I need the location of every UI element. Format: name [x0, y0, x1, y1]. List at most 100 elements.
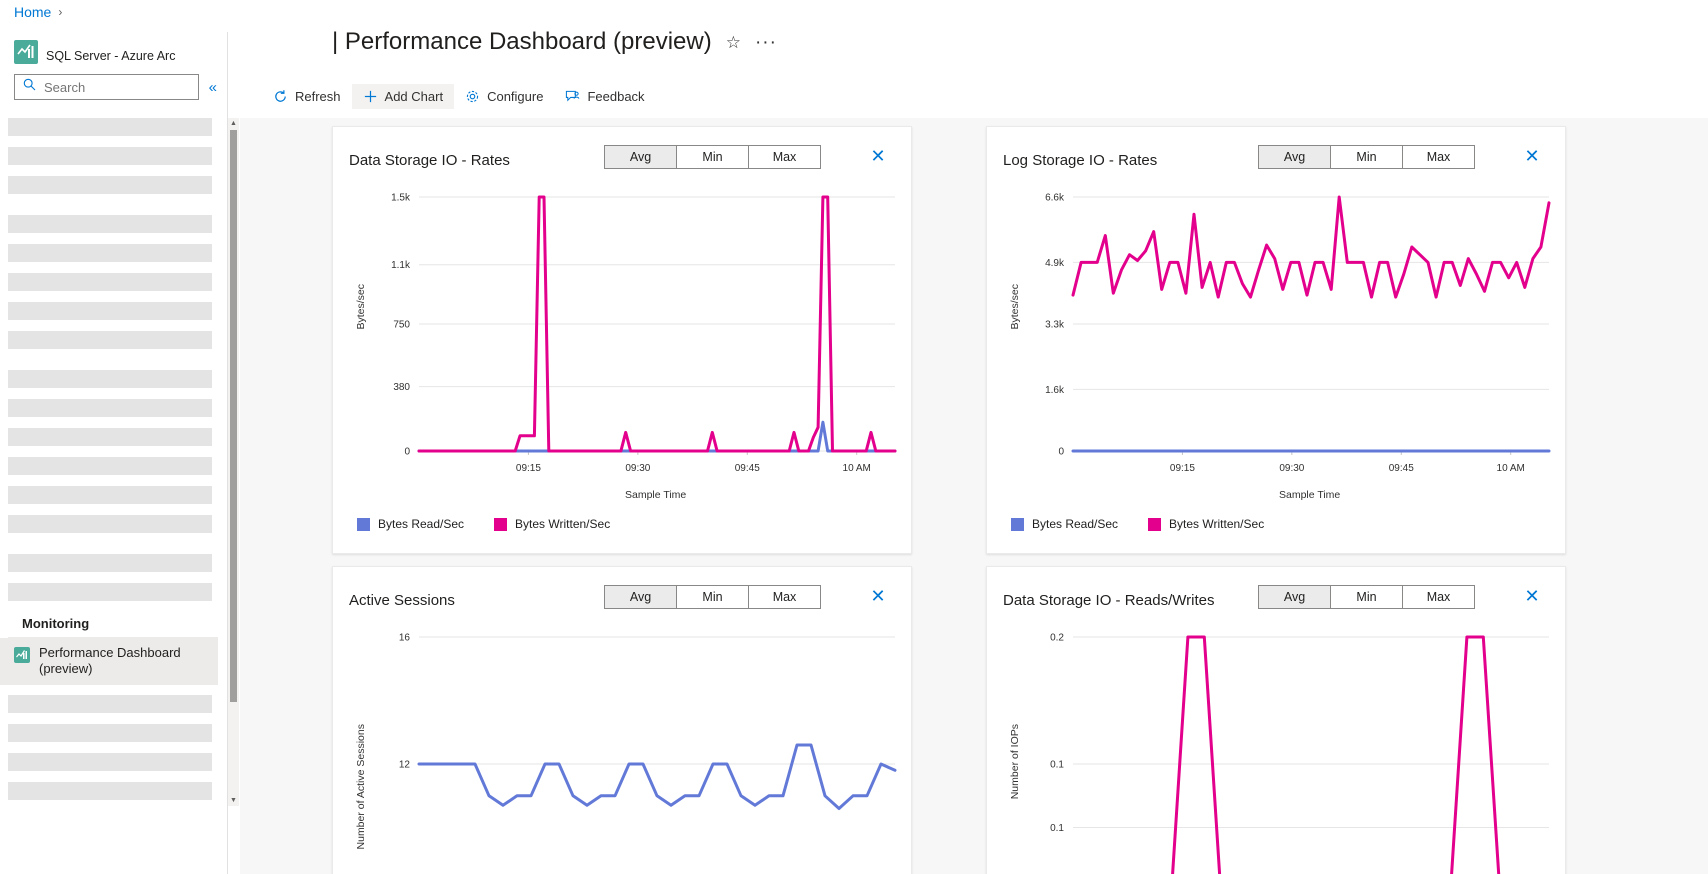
search-box[interactable]: [14, 74, 199, 100]
collapse-sidebar-icon[interactable]: «: [208, 78, 217, 96]
chart-title: Active Sessions: [349, 592, 455, 609]
legend-swatch: [1011, 517, 1024, 531]
chart-header: Data Storage IO - Rates Avg Min Max ✕: [333, 127, 911, 181]
agg-avg-button[interactable]: Avg: [1258, 585, 1331, 609]
legend-swatch: [494, 517, 508, 531]
agg-min-button[interactable]: Min: [1330, 145, 1403, 169]
nav-placeholder: [8, 724, 212, 742]
svg-text:12: 12: [399, 760, 411, 771]
close-chart-icon[interactable]: ✕: [870, 146, 886, 166]
legend-item[interactable]: Bytes Written/Sec: [1148, 517, 1264, 531]
chart-plot: 1.5k 1.1k 750 380 0 09:15 09:30 09:45 10 AM Bytes…: [333, 181, 911, 555]
y-axis-label: Number of IOPs: [1009, 724, 1021, 800]
nav-placeholder: [8, 273, 212, 291]
agg-max-button[interactable]: Max: [1402, 145, 1475, 169]
chart-card-active-sessions: Active Sessions Avg Min Max ✕ 16128Numbe…: [332, 566, 912, 874]
breadcrumb-separator-icon: ›: [58, 5, 63, 19]
search-input[interactable]: [42, 78, 190, 96]
legend-swatch: [357, 517, 370, 531]
svg-text:4.9k: 4.9k: [1045, 258, 1065, 269]
resource-title: SQL Server - Azure Arc: [46, 49, 176, 63]
aggregation-toggle: Avg Min Max: [1258, 145, 1475, 169]
agg-min-button[interactable]: Min: [676, 145, 749, 169]
refresh-button[interactable]: Refresh: [262, 84, 352, 109]
svg-text:0.2: 0.2: [1050, 633, 1064, 644]
chart-header: Active Sessions Avg Min Max ✕: [333, 567, 911, 621]
nav-placeholder: [8, 331, 212, 349]
scroll-down-icon[interactable]: ▼: [230, 797, 237, 804]
sidebar-scrollbar[interactable]: ▲ ▼: [228, 118, 239, 806]
legend-item[interactable]: Bytes Read/Sec: [1011, 517, 1118, 531]
svg-text:6.6k: 6.6k: [1045, 193, 1065, 204]
gear-icon: [465, 89, 480, 104]
chart-title: Data Storage IO - Reads/Writes: [1003, 592, 1215, 609]
svg-text:3.3k: 3.3k: [1045, 320, 1065, 331]
chart-card-data-storage-io-rates: Data Storage IO - Rates Avg Min Max ✕ 1.…: [332, 126, 912, 554]
svg-text:09:30: 09:30: [1279, 463, 1304, 474]
plus-icon: [363, 89, 378, 104]
agg-max-button[interactable]: Max: [748, 145, 821, 169]
x-axis-label: Sample Time: [1279, 489, 1341, 501]
nav-placeholder: [8, 428, 212, 446]
refresh-icon: [273, 89, 288, 104]
nav-placeholder: [8, 302, 212, 320]
dashboard-canvas: Data Storage IO - Rates Avg Min Max ✕ 1.…: [240, 118, 1708, 874]
svg-text:16: 16: [399, 633, 411, 644]
close-chart-icon[interactable]: ✕: [870, 586, 886, 606]
agg-avg-button[interactable]: Avg: [604, 145, 677, 169]
chart-legend: Bytes Read/Sec Bytes Written/Sec: [357, 517, 610, 531]
y-axis-label: Number of Active Sessions: [355, 724, 367, 850]
performance-dashboard-icon: [14, 647, 30, 663]
configure-button[interactable]: Configure: [454, 84, 554, 109]
close-chart-icon[interactable]: ✕: [1524, 586, 1540, 606]
svg-text:09:45: 09:45: [735, 463, 760, 474]
sidebar-nav-list: Monitoring Performance Dashboard (previe…: [0, 116, 226, 874]
nav-placeholder: [8, 215, 212, 233]
breadcrumb-item-home[interactable]: Home: [14, 4, 52, 20]
feedback-icon: [565, 89, 580, 104]
legend-item[interactable]: Bytes Written/Sec: [494, 517, 610, 531]
svg-text:09:15: 09:15: [516, 463, 541, 474]
add-chart-button[interactable]: Add Chart: [351, 84, 455, 109]
chart-card-log-storage-io-rates: Log Storage IO - Rates Avg Min Max ✕ 6.6…: [986, 126, 1566, 554]
legend-label: Bytes Written/Sec: [1169, 517, 1265, 531]
legend-item[interactable]: Bytes Read/Sec: [357, 517, 464, 531]
chart-card-data-storage-io-reads-writes: Data Storage IO - Reads/Writes Avg Min M…: [986, 566, 1566, 874]
nav-placeholder: [8, 370, 212, 388]
scrollbar-thumb[interactable]: [230, 130, 237, 702]
chart-title: Log Storage IO - Rates: [1003, 152, 1158, 169]
legend-label: Bytes Read/Sec: [378, 517, 465, 531]
nav-placeholder: [8, 515, 212, 533]
nav-placeholder: [8, 244, 212, 262]
sidebar-item-label: Performance Dashboard (preview): [39, 645, 181, 676]
sidebar-item-performance-dashboard[interactable]: Performance Dashboard (preview): [0, 638, 218, 685]
x-axis-label: Sample Time: [625, 489, 687, 501]
agg-min-button[interactable]: Min: [1330, 585, 1403, 609]
legend-label: Bytes Read/Sec: [1032, 517, 1119, 531]
nav-placeholder: [8, 554, 212, 572]
legend-swatch: [1148, 517, 1162, 531]
svg-text:09:15: 09:15: [1170, 463, 1195, 474]
agg-max-button[interactable]: Max: [1402, 585, 1475, 609]
sql-server-arc-icon: [14, 40, 38, 64]
toolbar: Refresh Add Chart Configure Feed: [262, 84, 656, 109]
scroll-up-icon[interactable]: ▲: [230, 120, 237, 127]
aggregation-toggle: Avg Min Max: [604, 145, 821, 169]
svg-text:0.1: 0.1: [1050, 760, 1064, 771]
feedback-button[interactable]: Feedback: [554, 84, 655, 109]
agg-avg-button[interactable]: Avg: [604, 585, 677, 609]
add-chart-label: Add Chart: [384, 89, 444, 104]
svg-text:0: 0: [1058, 447, 1064, 458]
ellipsis-icon[interactable]: ···: [754, 31, 777, 53]
svg-text:09:45: 09:45: [1389, 463, 1414, 474]
breadcrumb: Home ›: [14, 4, 62, 20]
agg-avg-button[interactable]: Avg: [1258, 145, 1331, 169]
chart-header: Data Storage IO - Reads/Writes Avg Min M…: [987, 567, 1565, 621]
close-chart-icon[interactable]: ✕: [1524, 146, 1540, 166]
star-icon[interactable]: ☆: [725, 32, 741, 52]
chart-title: Data Storage IO - Rates: [349, 152, 510, 169]
agg-min-button[interactable]: Min: [676, 585, 749, 609]
search-icon: [23, 78, 36, 96]
agg-max-button[interactable]: Max: [748, 585, 821, 609]
feedback-label: Feedback: [587, 89, 645, 104]
